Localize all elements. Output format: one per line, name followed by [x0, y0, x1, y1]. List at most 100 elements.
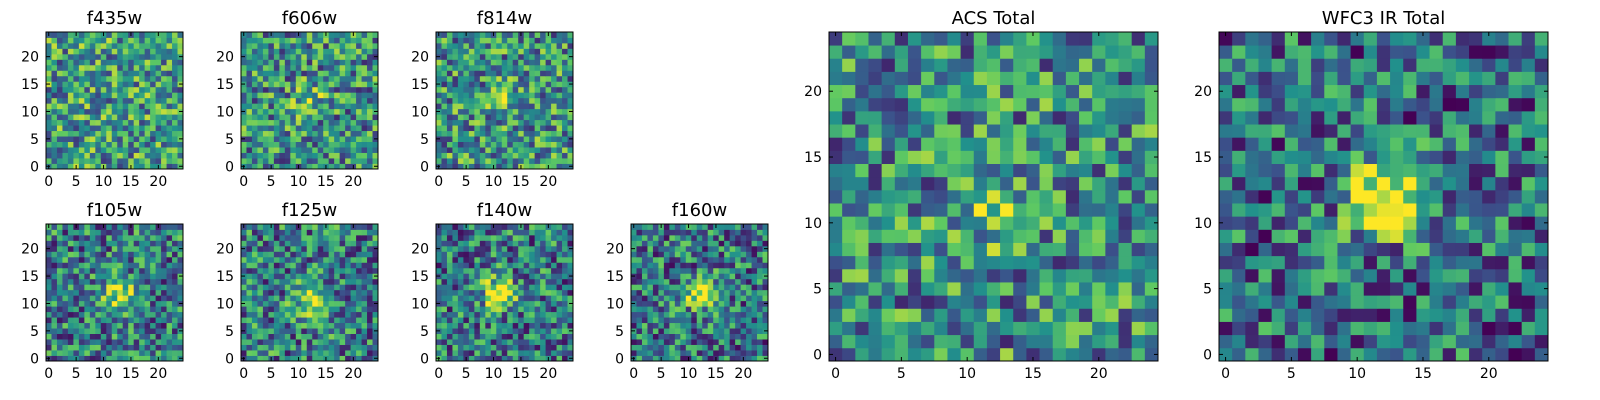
heatmap-cell — [652, 317, 659, 324]
heatmap-cell — [735, 224, 741, 230]
heatmap-cell — [67, 245, 74, 252]
heatmap-cell — [268, 42, 275, 49]
heatmap-cell — [479, 32, 486, 38]
heatmap-cell — [73, 278, 80, 285]
heatmap-cell — [468, 256, 475, 263]
heatmap-cell — [641, 311, 648, 318]
heatmap-cell — [674, 229, 681, 236]
heatmap-cell — [67, 130, 74, 137]
heatmap-cell — [46, 59, 52, 66]
heatmap-cell — [295, 119, 302, 126]
heatmap-cell — [56, 355, 63, 362]
heatmap-cell — [122, 328, 129, 334]
heatmap-cell — [757, 262, 763, 269]
heatmap-cell — [67, 152, 74, 159]
heatmap-cell — [172, 48, 178, 55]
heatmap-cell — [1052, 242, 1067, 257]
heatmap-cell — [567, 130, 574, 137]
heatmap-cell — [111, 245, 118, 252]
heatmap-cell — [707, 245, 714, 252]
heatmap-cell — [669, 339, 676, 345]
heatmap-cell — [367, 251, 373, 258]
heatmap-cell — [529, 273, 536, 280]
heatmap-cell — [345, 147, 351, 153]
heatmap-cell — [323, 37, 330, 44]
heatmap-cell — [312, 130, 319, 137]
heatmap-cell — [345, 229, 351, 236]
heatmap-cell — [251, 262, 258, 269]
heatmap-cell — [452, 322, 459, 329]
heatmap-cell — [441, 333, 448, 340]
heatmap-cell — [172, 97, 178, 104]
heatmap-cell — [257, 32, 264, 38]
heatmap-cell — [361, 130, 368, 137]
heatmap-cell — [51, 300, 58, 307]
heatmap-cell — [680, 355, 687, 362]
heatmap-cell — [534, 86, 541, 93]
heatmap-cell — [345, 48, 351, 55]
heatmap-cell — [106, 355, 113, 362]
heatmap-cell — [556, 114, 563, 121]
heatmap-cell — [350, 119, 357, 126]
heatmap-cell — [523, 355, 530, 362]
heatmap-cell — [62, 229, 69, 236]
heatmap-cell — [150, 317, 156, 324]
heatmap-cell — [350, 262, 357, 269]
heatmap-cell — [1144, 295, 1159, 309]
heatmap-cell — [177, 97, 184, 104]
heatmap-cell — [441, 278, 448, 285]
heatmap-cell — [345, 295, 351, 302]
heatmap-cell — [540, 245, 546, 252]
heatmap-cell — [556, 256, 563, 263]
heatmap-cell — [551, 59, 557, 66]
heatmap-cell — [746, 339, 752, 345]
heatmap-cell — [367, 97, 373, 104]
heatmap-cell — [122, 240, 129, 247]
heatmap-cell — [545, 92, 552, 99]
heatmap-cell — [177, 344, 184, 351]
heatmap-cell — [128, 37, 135, 44]
heatmap-cell — [718, 256, 725, 263]
heatmap-cell — [518, 108, 525, 115]
heatmap-cell — [67, 229, 74, 236]
x-tick-label: 5 — [462, 366, 471, 382]
axes-frame — [45, 31, 184, 170]
heatmap-cell — [106, 42, 113, 49]
heatmap-cell — [361, 311, 368, 318]
heatmap-cell — [658, 284, 665, 291]
heatmap-cell — [78, 103, 85, 110]
heatmap-cell — [356, 300, 362, 307]
heatmap-cell — [128, 42, 135, 49]
heatmap-cell — [128, 147, 135, 153]
heatmap-cell — [284, 224, 291, 230]
heatmap-cell — [78, 245, 85, 252]
heatmap-cell — [317, 42, 324, 49]
heatmap-cell — [95, 81, 102, 88]
heatmap-cell — [740, 328, 747, 334]
heatmap-cell — [674, 317, 681, 324]
heatmap-cell — [1052, 334, 1067, 349]
heatmap-cell — [172, 256, 178, 263]
heatmap-cell — [279, 350, 286, 356]
heatmap-cell — [523, 273, 530, 280]
heatmap-cell — [241, 103, 247, 110]
heatmap-cell — [241, 48, 247, 55]
heatmap-cell — [1131, 176, 1146, 191]
heatmap-cell — [707, 333, 714, 340]
heatmap-cell — [707, 289, 714, 296]
heatmap-cell — [356, 103, 362, 110]
heatmap-cell — [512, 64, 519, 71]
heatmap-cell — [334, 229, 341, 236]
x-tick-label: 5 — [657, 366, 666, 382]
heatmap-cell — [446, 224, 453, 230]
heatmap-cell — [290, 97, 297, 104]
heatmap-cell — [251, 306, 258, 313]
heatmap-cell — [356, 262, 362, 269]
heatmap-cell — [155, 125, 162, 132]
heatmap-cell — [631, 339, 637, 345]
heatmap-cell — [523, 295, 530, 302]
y-tick-label: 0 — [420, 159, 429, 175]
heatmap-cell — [1105, 242, 1119, 257]
heatmap-cell — [345, 355, 351, 362]
heatmap-cell — [67, 75, 74, 82]
